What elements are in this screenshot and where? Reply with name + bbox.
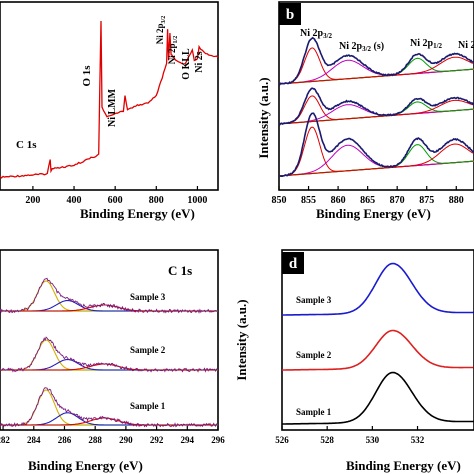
annot-ni2p32: Ni 2p3/2 [155,16,167,44]
panel-d-letter-box [282,252,304,274]
panel-d-ylabel: Intensity (a.u.) [234,299,249,380]
panel-c-xticks: 282 284 286 288 290 292 294 296 [0,426,225,445]
panel-a-xticks: 200 400 600 800 1000 [25,186,207,206]
o1s-curve [282,371,474,425]
envelope-curve [278,36,474,86]
component-peak [278,47,473,85]
component-peak [0,417,218,426]
envelope-curve [278,87,474,126]
panel-c-label-sample2: Sample 2 [130,345,166,355]
component-peak [0,280,218,312]
x-tick-label: 855 [301,195,316,206]
annot-o-kll: O KLL [181,48,192,80]
annot-b-ni2p32s: Ni 2p3/2 (s) [339,41,384,53]
component-peak [278,56,473,85]
x-tick-label: 530 [366,435,380,445]
panel-b-frame [278,1,474,191]
panel-c: 282 284 286 288 290 292 294 296 C 1s Sample 3 S… [0,249,225,473]
o1s-curve [282,329,474,371]
annot-ni-lmm: Ni LMM [107,88,118,127]
annot-o1s: O 1s [81,65,93,87]
x-tick-label: 288 [88,435,102,445]
x-tick-label: 294 [181,435,195,445]
x-tick-label: 865 [360,195,375,206]
x-tick-label: 860 [331,195,346,206]
panel-b-letter: b [286,7,294,23]
panel-d-xlabel: Binding Energy (eV) [346,458,461,473]
panel-c-frame [0,249,219,431]
panel-d-curves [282,262,474,425]
x-tick-label: 292 [150,435,164,445]
component-peak [278,99,473,125]
panel-d-label-sample2: Sample 2 [296,350,332,360]
x-tick-label: 400 [67,195,82,206]
panel-d-label-sample1: Sample 1 [296,407,332,417]
panel-c-xlabel: Binding Energy (eV) [28,458,143,473]
x-tick-label: 296 [211,435,225,445]
x-tick-label: 200 [25,195,40,206]
panel-a-xlabel: Binding Energy (eV) [80,206,195,221]
annot-ni2s: Ni 2s [194,51,205,73]
panel-b-xlabel: Binding Energy (eV) [316,206,431,221]
panel-d-xticks: 526 528 530 532 [275,426,425,445]
x-tick-label: 290 [119,435,133,445]
component-peak [278,143,474,177]
x-tick-label: 286 [58,435,72,445]
x-tick-label: 600 [108,195,123,206]
x-tick-label: 870 [390,195,405,206]
panel-b-ylabel: Intensity (a.u.) [256,77,271,158]
panel-a-frame [0,1,219,191]
raw-data-curve [0,277,218,314]
component-peak [278,144,473,177]
annot-b-ni2s: Ni 2s [458,40,474,51]
x-tick-label: 875 [419,195,434,206]
panel-a: 200 400 600 800 1000 C 1s O 1s Ni LMM Ni 2p3… [0,1,219,221]
panel-a-survey-curve [0,20,219,179]
x-tick-label: 282 [0,435,10,445]
x-tick-label: 528 [320,435,334,445]
component-peak [278,57,473,85]
panel-d-letter: d [289,256,298,272]
x-tick-label: 284 [27,435,41,445]
x-tick-label: 526 [275,435,289,445]
panel-b-xticks: 850 855 860 865 870 875 880 [272,186,464,206]
x-tick-label: 880 [449,195,464,206]
panel-c-label-sample3: Sample 3 [130,292,166,302]
panel-c-title: C 1s [168,263,192,278]
raw-data-curve [0,387,218,428]
o1s-curve [282,262,474,316]
annot-b-ni2p12: Ni 2p1/2 [410,38,443,50]
raw-data-curve [0,336,218,373]
annot-b-ni2p32: Ni 2p3/2 [300,28,333,40]
component-peak [0,389,218,426]
panel-b-curves [278,36,474,178]
panel-d: d 526 528 530 532 Sample 3 Sample 2 Sample … [234,249,474,473]
panel-b: b 850 855 860 865 870 875 880 Ni 2p3/2 Ni 2p3/… [256,1,474,221]
panel-d-frame [281,249,474,431]
x-tick-label: 532 [411,435,425,445]
x-tick-label: 850 [272,195,287,206]
component-peak [0,339,218,371]
x-tick-label: 800 [149,195,164,206]
x-tick-label: 1000 [187,195,207,206]
panel-c-label-sample1: Sample 1 [130,401,166,411]
annot-c1s: C 1s [16,139,37,151]
envelope-curve [278,112,474,178]
panel-c-curves [0,277,218,428]
panel-b-letter-box [279,3,301,25]
panel-d-label-sample3: Sample 3 [296,295,332,305]
annot-ni2p12: Ni 2p1/2 [167,36,179,64]
